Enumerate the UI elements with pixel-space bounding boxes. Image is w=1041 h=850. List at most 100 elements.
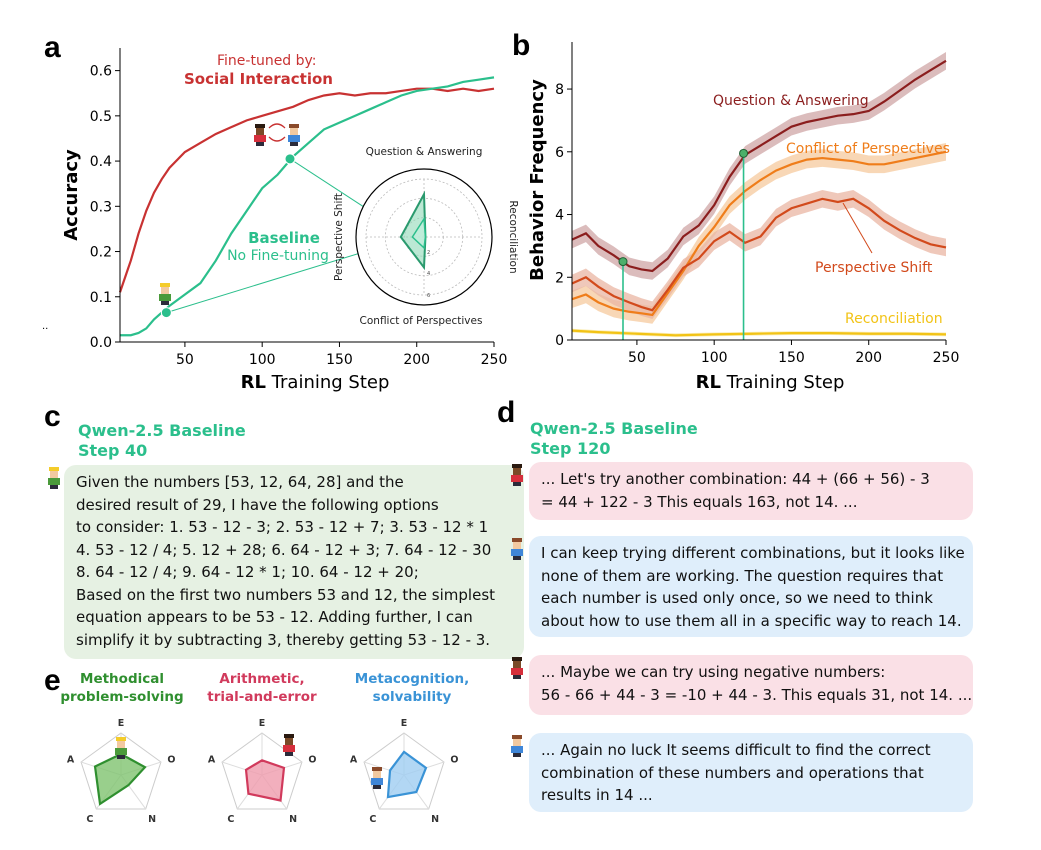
qa-series-label: Question & Answering — [713, 93, 869, 109]
panel-letter-c: c — [44, 400, 61, 433]
radar-axis-label: N — [148, 814, 156, 825]
radar-shape — [244, 759, 286, 802]
chat-line: = 44 + 122 - 3 This equals 163, not 14. … — [541, 492, 858, 511]
y-tick-label: 0.3 — [90, 199, 112, 215]
chat-line: combination of these numbers and operati… — [541, 763, 924, 782]
reasoning-line: simplify it by subtracting 3, thereby ge… — [76, 630, 491, 649]
chat-line: 56 - 66 + 44 - 3 = -10 + 44 - 3. This eq… — [541, 685, 973, 704]
baseline-avatar — [46, 467, 62, 489]
series-line-baseline — [120, 76, 495, 337]
radar-title-line2: problem-solving — [60, 689, 184, 705]
chat-line: none of them are working. The question r… — [541, 566, 944, 585]
x-tick-label: 250 — [481, 352, 508, 368]
social-interaction-label: Social Interaction — [184, 70, 333, 88]
radar-axis-label: C — [86, 814, 93, 825]
accuracy-y-label: Accuracy — [61, 149, 82, 241]
inset-label-conflict: Conflict of Perspectives — [360, 315, 483, 327]
radar-axis-label: E — [401, 718, 408, 729]
radar-shape — [386, 750, 428, 799]
series-band-conflict-of-perspectives — [572, 143, 946, 324]
dark-avatar — [252, 124, 268, 146]
reasoning-line: 8. 64 - 12 / 4; 9. 64 - 12 * 1; 10. 64 -… — [76, 563, 419, 581]
panel-d-title-line2: Step 120 — [530, 439, 611, 458]
series-line-reconciliation — [571, 329, 947, 337]
inset-ring-label: 6 — [427, 293, 430, 299]
shift-series-label: Perspective Shift — [815, 260, 933, 276]
radar-title-line1: Methodical — [80, 671, 164, 687]
x-tick-label: 150 — [326, 352, 353, 368]
dark-avatar — [509, 464, 525, 486]
chat-line: ... Maybe we can try using negative numb… — [541, 663, 886, 681]
chat-message: ... Again no luck It seems difficult to … — [529, 733, 973, 812]
reasoning-line: equation appears to be 53 - 12. Adding f… — [76, 608, 473, 626]
radar-axis-label: A — [208, 755, 216, 766]
y-tick-label: 4 — [555, 208, 564, 224]
shift-label-leader — [842, 202, 873, 254]
radar-title-line1: Metacognition, — [354, 671, 470, 687]
y-tick-label: 6 — [555, 145, 564, 161]
radar-title: Methodical problem-solving — [42, 670, 202, 706]
radar-axis-label: O — [308, 755, 316, 766]
reconciliation-series-label: Reconciliation — [845, 311, 943, 327]
light-avatar — [286, 124, 302, 146]
x-tick-label: 100 — [249, 352, 276, 368]
reasoning-line: Based on the first two numbers 53 and 12… — [76, 585, 496, 604]
panel-d-title-line1: Qwen-2.5 Baseline — [530, 419, 698, 438]
highlight-point — [284, 153, 296, 165]
chat-line: I can keep trying different combinations… — [541, 544, 965, 562]
chat-line: ... Let's try another combination: 44 + … — [541, 470, 930, 488]
chat-line: results in 14 ... — [541, 786, 653, 804]
panel-letter-b: b — [512, 29, 530, 62]
radar-title-line2: trial-and-error — [207, 689, 317, 705]
panel-letter-a: a — [44, 31, 61, 64]
chat-line: each number is used only once, so we nee… — [541, 589, 933, 607]
chat-message: ... Let's try another combination: 44 + … — [529, 462, 973, 520]
inset-radar-step40 — [411, 216, 427, 250]
y-tick-label: 0.0 — [90, 335, 112, 351]
chat-message: I can keep trying different combinations… — [529, 536, 973, 637]
reasoning-line: desired result of 29, I have the followi… — [76, 495, 439, 514]
y-tick-label: 0.5 — [90, 109, 112, 125]
radar-axis-label: O — [167, 755, 175, 766]
highlight-point — [739, 148, 749, 158]
light-avatar — [509, 735, 525, 757]
reasoning-line: 4. 53 - 12 / 4; 5. 12 + 28; 6. 64 - 12 +… — [76, 540, 492, 559]
behavior-x-label: RL Training Step — [696, 372, 845, 393]
inset-radar: Question & Answering Conflict of Perspec… — [333, 146, 519, 327]
inset-label-shift: Perspective Shift — [333, 193, 345, 281]
radar-axis-label: A — [350, 755, 358, 766]
panel-letter-d: d — [497, 396, 515, 429]
radar-title-line2: solvability — [372, 689, 452, 705]
y-tick-label: 0.6 — [90, 64, 112, 80]
series-line-perspective-shift — [571, 197, 947, 312]
baseline-reasoning-bubble: Given the numbers [53, 12, 64, 28] and t… — [64, 465, 524, 659]
inset-ring-label: 2 — [427, 250, 430, 256]
behavior-y-label: Behavior Frequency — [527, 79, 548, 281]
radar-axis-label: N — [289, 814, 297, 825]
radar-shape — [93, 752, 147, 806]
highlight-point — [160, 307, 172, 319]
radar-frame — [221, 732, 303, 810]
stray-mark: .. — [42, 321, 48, 332]
y-tick-label: 2 — [555, 270, 564, 286]
series-line-conflict-of-perspectives — [571, 150, 947, 317]
radar-frame — [363, 732, 445, 810]
radar-axis-label: A — [67, 755, 75, 766]
chat-message: ... Maybe we can try using negative numb… — [529, 655, 973, 715]
chat-line: ... Again no luck It seems difficult to … — [541, 741, 931, 759]
y-tick-label: 0 — [555, 333, 564, 349]
panel-c-title-line2: Step 40 — [78, 441, 148, 460]
behavior-chart: 50 100 150 200 250 0 2 4 6 8 Question & Answering… — [527, 42, 959, 393]
reasoning-line: Given the numbers [53, 12, 64, 28] and t… — [76, 473, 404, 491]
series-line-social-interaction — [118, 87, 495, 293]
conflict-series-label: Conflict of Perspectives — [786, 141, 950, 157]
radar-title-line1: Arithmetic, — [219, 671, 305, 687]
panel-c-title-line1: Qwen-2.5 Baseline — [78, 421, 246, 440]
series-band-question-answering — [572, 52, 946, 280]
y-tick-label: 0.1 — [90, 290, 112, 306]
dark-avatar — [281, 734, 297, 756]
highlight-point — [618, 257, 628, 267]
radar-frame — [80, 732, 162, 810]
x-tick-label: 50 — [628, 350, 646, 366]
